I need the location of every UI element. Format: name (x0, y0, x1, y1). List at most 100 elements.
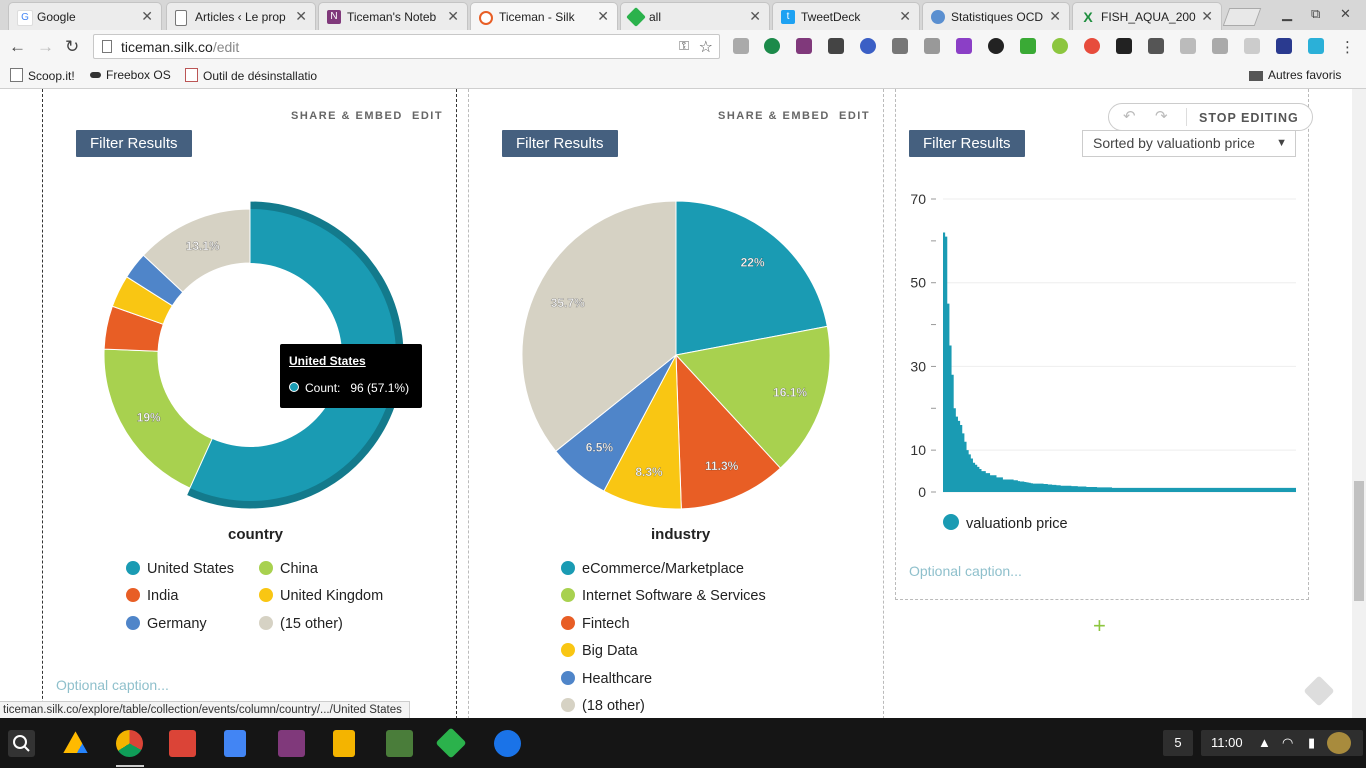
bookmark-star-icon[interactable]: ☆ (698, 39, 713, 56)
close-icon[interactable]: ✕ (447, 8, 459, 24)
scrollbar-thumb[interactable] (1354, 481, 1364, 601)
rss-extension-icon[interactable] (1244, 38, 1260, 54)
page-scrollbar[interactable] (1352, 89, 1366, 718)
back-icon[interactable]: ← (9, 37, 26, 56)
extension-icon[interactable] (1052, 38, 1068, 54)
files-icon[interactable] (494, 730, 521, 757)
pie-slice[interactable] (675, 325, 831, 469)
legend-item[interactable]: (18 other) (561, 698, 645, 714)
legend-item[interactable]: Germany (126, 616, 207, 632)
bookmark-outil[interactable]: Outil de désinstallatio (185, 68, 317, 83)
legend-item[interactable]: Internet Software & Services (561, 588, 766, 604)
tab-statistiques[interactable]: Statistiques OCD ✕ (922, 2, 1070, 30)
tab-tweetdeck[interactable]: t TweetDeck ✕ (772, 2, 920, 30)
share-embed-link[interactable]: SHARE & EMBED (718, 110, 830, 122)
close-icon[interactable]: ✕ (1049, 8, 1061, 24)
pie-slice[interactable] (142, 208, 251, 293)
close-icon[interactable]: ✕ (1201, 8, 1213, 24)
tab-silk[interactable]: Ticeman - Silk ✕ (470, 2, 618, 30)
stop-editing-button[interactable]: STOP EDITING (1199, 111, 1299, 125)
other-bookmarks[interactable]: Autres favoris (1249, 68, 1341, 82)
valuation-area-chart[interactable]: 0 10 30 50 70 (896, 189, 1308, 519)
onenote-extension-icon[interactable] (796, 38, 812, 54)
lucid-icon[interactable] (386, 730, 413, 757)
feather-extension-icon[interactable] (956, 38, 972, 54)
legend-item[interactable]: Big Data (561, 643, 638, 659)
legend-item[interactable]: United States (126, 561, 234, 577)
new-tab-button[interactable] (1222, 8, 1262, 26)
tab-sheets[interactable]: X FISH_AQUA_200 ✕ (1072, 2, 1222, 30)
legend-item[interactable]: India (126, 588, 178, 604)
extension-icon[interactable] (733, 38, 749, 54)
forward-icon[interactable]: → (37, 37, 54, 56)
chrome-icon[interactable] (116, 730, 143, 757)
legend-item[interactable]: valuationb price (943, 514, 1068, 532)
gmail-icon[interactable] (169, 730, 196, 757)
system-tray[interactable]: 11:00 ▲ ◠ ▮ (1201, 730, 1363, 756)
legend-item[interactable]: United Kingdom (259, 588, 383, 604)
filter-results-button[interactable]: Filter Results (502, 130, 618, 157)
legend-item[interactable]: Fintech (561, 616, 630, 632)
pen-extension-icon[interactable] (1148, 38, 1164, 54)
edit-link[interactable]: EDIT (412, 110, 444, 122)
pie-slice[interactable] (675, 200, 828, 356)
extension-icon[interactable] (892, 38, 908, 54)
legend-item[interactable]: eCommerce/Marketplace (561, 561, 744, 577)
legend-item[interactable]: China (259, 561, 318, 577)
legend-item[interactable]: Healthcare (561, 671, 652, 687)
close-icon[interactable]: ✕ (141, 8, 153, 24)
search-icon[interactable] (8, 730, 35, 757)
menu-icon[interactable]: ⋮ (1340, 39, 1355, 56)
address-bar[interactable]: ticeman.silk.co/edit ⚿ ☆ (93, 34, 720, 59)
drive-icon[interactable] (63, 731, 88, 753)
print-extension-icon[interactable] (1020, 38, 1036, 54)
book-extension-icon[interactable] (1276, 38, 1292, 54)
pie-slice[interactable] (675, 353, 782, 510)
filter-results-button[interactable]: Filter Results (76, 130, 192, 157)
sort-select[interactable]: Sorted by valuationb price ▼ (1082, 130, 1296, 157)
undo-icon[interactable]: ↶ (1123, 108, 1136, 125)
film-extension-icon[interactable] (828, 38, 844, 54)
key-icon[interactable]: ⚿ (679, 38, 689, 53)
close-icon[interactable]: ✕ (597, 8, 609, 24)
tab-google[interactable]: G Google ✕ (8, 2, 162, 30)
extension-icon[interactable] (764, 38, 780, 54)
close-window-icon[interactable]: ✕ (1340, 6, 1351, 21)
tab-feedly[interactable]: all ✕ (620, 2, 770, 30)
redo-icon[interactable]: ↷ (1155, 108, 1168, 125)
close-icon[interactable]: ✕ (899, 8, 911, 24)
extension-icon[interactable] (1084, 38, 1100, 54)
pie-slice[interactable] (521, 200, 677, 452)
feedly-icon[interactable] (435, 727, 467, 759)
caption-placeholder[interactable]: Optional caption... (56, 677, 169, 693)
caption-placeholder[interactable]: Optional caption... (909, 563, 1022, 579)
silk-logo-icon[interactable] (1303, 675, 1335, 707)
extension-icon[interactable] (1180, 38, 1196, 54)
tab-onenote[interactable]: N Ticeman's Noteb ✕ (318, 2, 468, 30)
country-donut-chart[interactable]: 19% 13.1% (43, 189, 456, 519)
reload-icon[interactable]: ↻ (65, 37, 80, 56)
onenote-icon[interactable] (278, 730, 305, 757)
minimize-icon[interactable]: ▁ (1282, 6, 1292, 21)
legend-item[interactable]: (15 other) (259, 616, 343, 632)
maximize-icon[interactable]: ⧉ (1311, 6, 1321, 21)
brackets-extension-icon[interactable] (1308, 38, 1324, 54)
close-icon[interactable]: ✕ (295, 8, 307, 24)
extension-icon[interactable] (1212, 38, 1228, 54)
add-block-plus-icon[interactable]: + (1093, 613, 1106, 638)
k-extension-icon[interactable] (860, 38, 876, 54)
extension-icon[interactable] (988, 38, 1004, 54)
area-series[interactable] (943, 232, 1296, 492)
camera-extension-icon[interactable] (924, 38, 940, 54)
bookmark-scoopit[interactable]: Scoop.it! (10, 68, 75, 83)
industry-pie-chart[interactable]: 22% 16.1% 11.3% 8.3% 6.5% 35.7% (469, 189, 883, 519)
notification-count[interactable]: 5 (1163, 730, 1193, 756)
fish-extension-icon[interactable] (1116, 38, 1132, 54)
edit-link[interactable]: EDIT (839, 110, 871, 122)
share-embed-link[interactable]: SHARE & EMBED (291, 110, 403, 122)
slides-icon[interactable] (333, 730, 355, 757)
close-icon[interactable]: ✕ (749, 8, 761, 24)
tab-articles[interactable]: Articles ‹ Le prop ✕ (166, 2, 316, 30)
bookmark-freebox[interactable]: Freebox OS (90, 68, 171, 82)
docs-icon[interactable] (224, 730, 246, 757)
